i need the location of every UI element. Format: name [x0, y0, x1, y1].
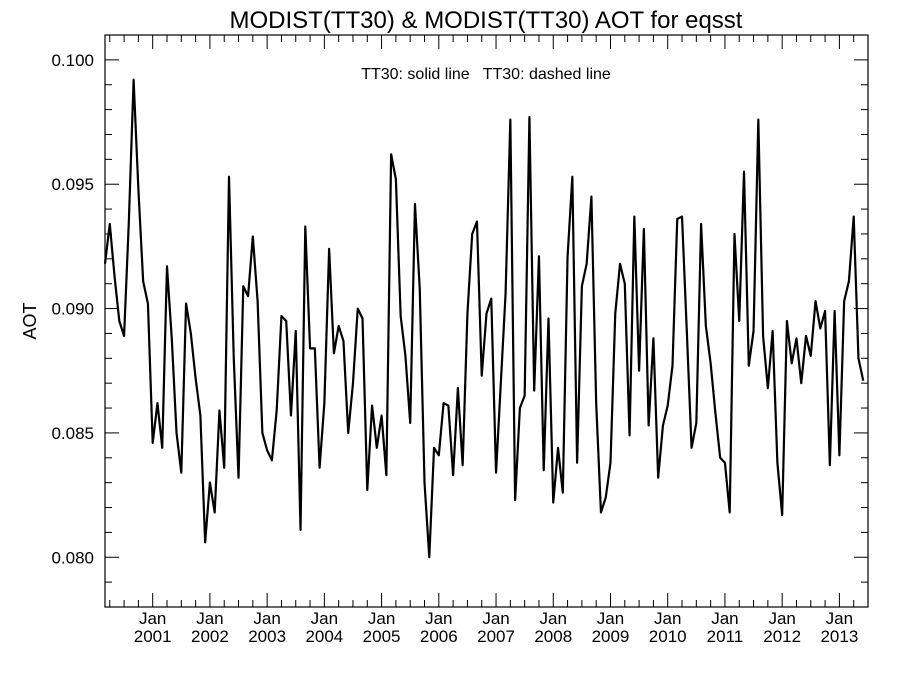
x-tick-label-month: Jan [368, 609, 395, 628]
x-tick-label-month: Jan [196, 609, 223, 628]
x-tick-label-year: 2007 [477, 627, 515, 646]
x-tick-label-year: 2012 [763, 627, 801, 646]
series-line [103, 78, 865, 559]
y-tick-label: 0.100 [51, 51, 94, 70]
x-tick-label-month: Jan [540, 609, 567, 628]
x-tick-label-month: Jan [139, 609, 166, 628]
x-tick-label-month: Jan [425, 609, 452, 628]
x-tick-label-month: Jan [597, 609, 624, 628]
x-tick-label-year: 2013 [820, 627, 858, 646]
x-tick-label-month: Jan [253, 609, 280, 628]
y-tick-label: 0.090 [51, 300, 94, 319]
x-axis: Jan2001Jan2002Jan2003Jan2004Jan2005Jan20… [109, 35, 869, 646]
x-tick-label-month: Jan [711, 609, 738, 628]
y-tick-label: 0.095 [51, 175, 94, 194]
x-tick-label-year: 2006 [420, 627, 458, 646]
x-tick-label-year: 2001 [134, 627, 172, 646]
x-tick-label-month: Jan [654, 609, 681, 628]
chart-title: MODIST(TT30) & MODIST(TT30) AOT for eqss… [230, 7, 743, 34]
x-tick-label-year: 2005 [363, 627, 401, 646]
x-tick-label-month: Jan [768, 609, 795, 628]
y-tick-label: 0.085 [51, 424, 94, 443]
x-tick-label-year: 2009 [592, 627, 630, 646]
y-axis-label: AOT [20, 302, 40, 339]
x-tick-label-year: 2010 [649, 627, 687, 646]
x-tick-label-year: 2002 [191, 627, 229, 646]
x-tick-label-month: Jan [482, 609, 509, 628]
x-tick-label-month: Jan [826, 609, 853, 628]
plot-frame [104, 34, 869, 608]
series-layer [103, 78, 865, 559]
x-tick-label-month: Jan [311, 609, 338, 628]
x-tick-label-year: 2004 [305, 627, 343, 646]
x-tick-label-year: 2008 [534, 627, 572, 646]
x-tick-label-year: 2003 [248, 627, 286, 646]
y-axis: 0.080 0.085 0.090 0.095 0.100 [51, 34, 868, 608]
legend-text: TT30: solid line TT30: dashed line [361, 66, 611, 83]
y-tick-label: 0.080 [51, 548, 94, 567]
x-tick-label-year: 2011 [707, 627, 744, 646]
